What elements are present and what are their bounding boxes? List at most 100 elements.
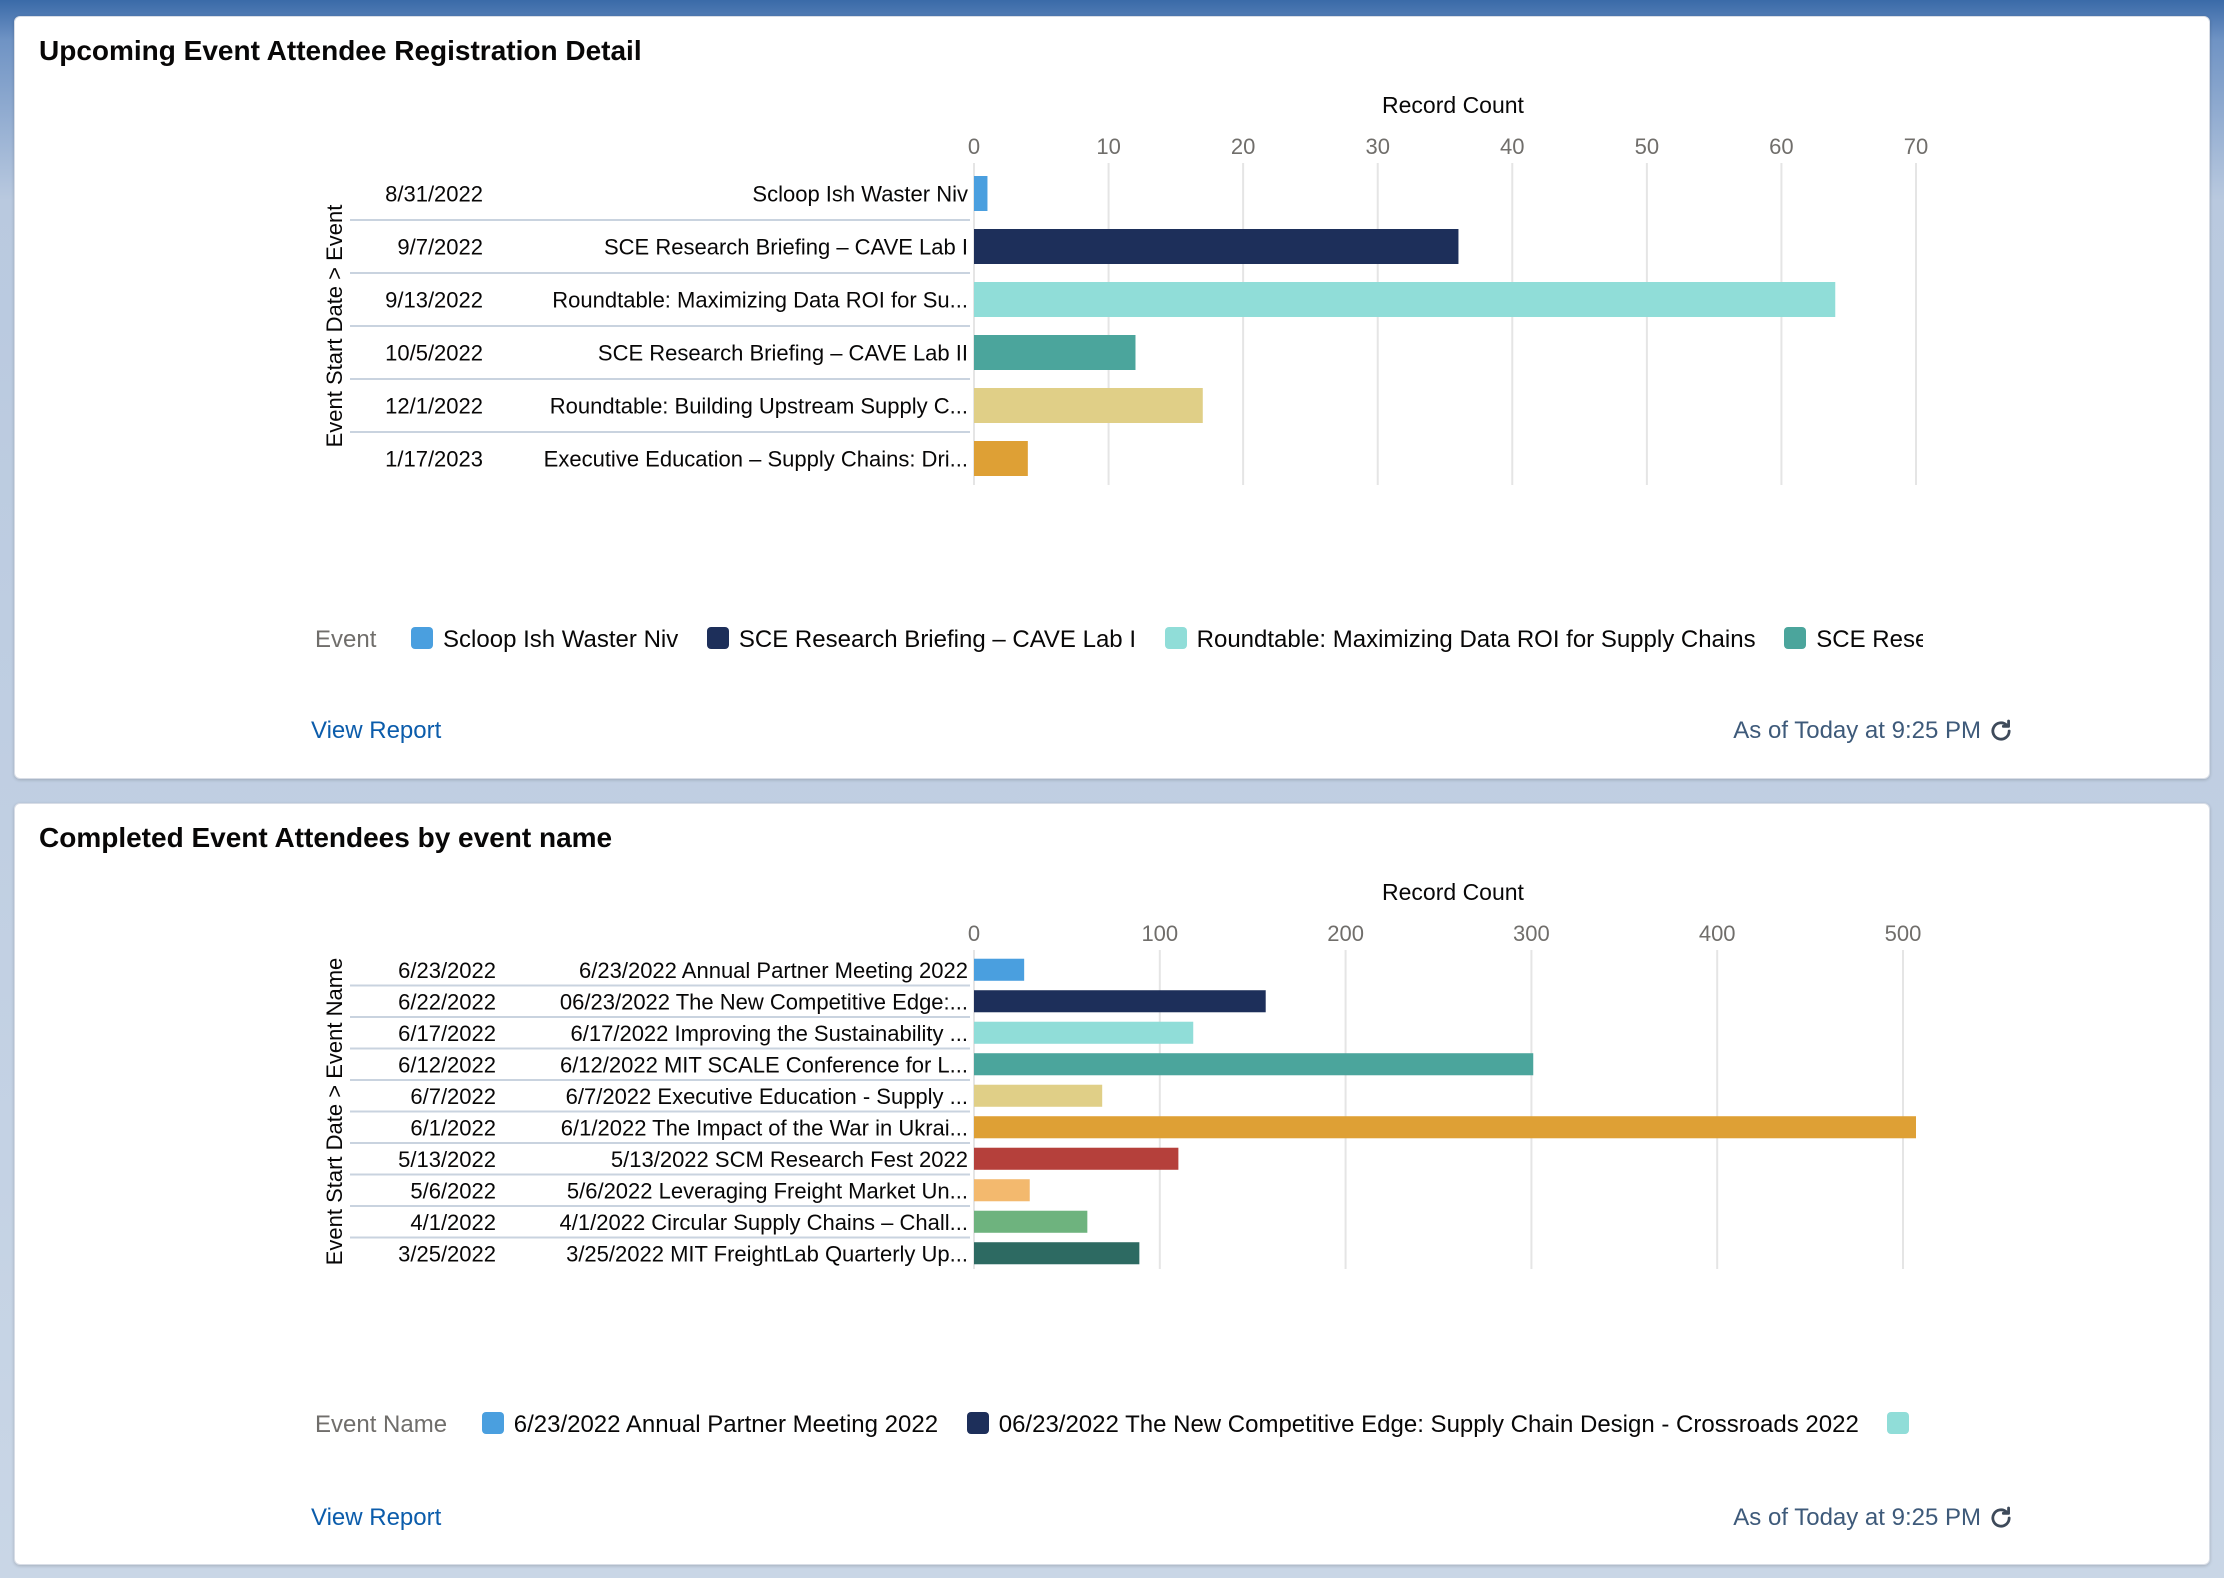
bar-chart-completed[interactable]: Record Count 0 100 200 300 400 500 Event Start … xyxy=(15,804,2209,1424)
bar-4[interactable] xyxy=(974,335,1136,370)
legend-swatch xyxy=(1164,627,1187,650)
row-date-label: 9/7/2022 xyxy=(397,235,483,260)
card-title: Upcoming Event Attendee Registration Det… xyxy=(39,35,642,66)
x-tick-label: 10 xyxy=(1096,134,1120,159)
x-tick-label: 400 xyxy=(1699,921,1736,946)
row-event-label: 6/1/2022 The Impact of the War in Ukrai.… xyxy=(561,1115,968,1140)
bar-9[interactable] xyxy=(974,1210,1088,1233)
bar-1[interactable] xyxy=(974,958,1025,981)
bar-chart-upcoming[interactable]: Record Count 0 10 20 30 40 50 60 70 Event Start D… xyxy=(15,17,2209,677)
row-date-label: 3/25/2022 xyxy=(398,1241,496,1266)
legend-item[interactable]: SCE Research Briefing – CAVE Lab I xyxy=(706,625,1136,654)
legend-swatch xyxy=(966,1412,989,1435)
legend-title: Event xyxy=(315,625,377,653)
refresh-timestamp: As of Today at 9:25 PM xyxy=(1733,1504,1981,1531)
row-event-label: 06/23/2022 The New Competitive Edge:... xyxy=(560,989,968,1014)
legend-swatch xyxy=(411,627,434,650)
legend-item[interactable]: Scloop Ish Waster Niv xyxy=(411,626,678,654)
bar-5[interactable] xyxy=(974,1084,1103,1107)
legend-item[interactable]: Roundtable: Maximizing Data ROI for Supp… xyxy=(1164,625,1756,654)
x-tick-label: 60 xyxy=(1769,134,1793,159)
row-event-label: Roundtable: Maximizing Data ROI for Su..… xyxy=(552,288,968,313)
row-date-label: 5/13/2022 xyxy=(398,1147,496,1172)
bar-1[interactable] xyxy=(974,176,988,211)
card-title: Completed Event Attendees by event name xyxy=(39,822,613,853)
row-date-label: 6/7/2022 xyxy=(410,1084,496,1109)
chart-legend: Event Name 6/23/2022 Annual Partner Meet… xyxy=(315,1410,1923,1450)
row-event-label: 6/7/2022 Executive Education - Supply ..… xyxy=(566,1084,968,1109)
x-tick-label: 200 xyxy=(1327,921,1364,946)
bar-2[interactable] xyxy=(974,229,1459,264)
legend-label: 06/23/2022 The New Competitive Edge: Sup… xyxy=(998,1410,1859,1438)
row-date-label: 12/1/2022 xyxy=(385,394,483,419)
refresh-timestamp: As of Today at 9:25 PM xyxy=(1733,717,1981,744)
bar-4[interactable] xyxy=(974,1053,1534,1076)
bar-7[interactable] xyxy=(974,1147,1179,1170)
legend-label: Roundtable: Maximizing Data ROI for Supp… xyxy=(1196,625,1756,653)
y-axis-label: Event Start Date > Event Name xyxy=(322,958,347,1266)
bar-3[interactable] xyxy=(974,1021,1194,1044)
bar-2[interactable] xyxy=(974,990,1266,1013)
row-event-label: Roundtable: Building Upstream Supply C..… xyxy=(550,394,968,419)
row-event-label: 4/1/2022 Circular Supply Chains – Chall.… xyxy=(560,1210,968,1235)
bar-5[interactable] xyxy=(974,388,1203,423)
refresh-icon[interactable] xyxy=(1987,1504,2015,1532)
legend-item[interactable]: SCE Resea xyxy=(1784,626,1923,654)
bar-10[interactable] xyxy=(974,1242,1140,1265)
chart-legend: Event Scloop Ish Waster Niv SCE Research… xyxy=(315,625,1923,665)
row-event-label: 5/6/2022 Leveraging Freight Market Un... xyxy=(567,1178,968,1203)
view-report-link[interactable]: View Report xyxy=(311,717,442,744)
bar-6[interactable] xyxy=(974,441,1028,476)
row-date-label: 10/5/2022 xyxy=(385,341,483,366)
x-axis-label: Record Count xyxy=(1382,92,1525,118)
row-event-label: Executive Education – Supply Chains: Dri… xyxy=(544,447,968,472)
row-event-label: 5/13/2022 SCM Research Fest 2022 xyxy=(611,1147,968,1172)
row-event-label: Scloop Ish Waster Niv xyxy=(752,182,968,207)
legend-label: Scloop Ish Waster Niv xyxy=(443,625,679,653)
x-tick-label: 500 xyxy=(1885,921,1922,946)
x-tick-label: 70 xyxy=(1904,134,1928,159)
row-event-label: 6/17/2022 Improving the Sustainability .… xyxy=(571,1021,968,1046)
row-date-label: 9/13/2022 xyxy=(385,288,483,313)
dashboard-card-completed: Completed Event Attendees by event name … xyxy=(14,803,2210,1565)
row-event-label: 6/23/2022 Annual Partner Meeting 2022 xyxy=(579,958,968,983)
view-report-link[interactable]: View Report xyxy=(311,1504,442,1531)
x-axis-label: Record Count xyxy=(1382,879,1525,905)
legend-swatch xyxy=(1887,1412,1910,1435)
row-event-label: 6/12/2022 MIT SCALE Conference for L... xyxy=(560,1052,968,1077)
row-date-label: 6/23/2022 xyxy=(398,958,496,983)
x-tick-label: 50 xyxy=(1635,134,1659,159)
legend-swatch xyxy=(481,1412,504,1435)
bar-8[interactable] xyxy=(974,1179,1030,1202)
row-date-label: 6/1/2022 xyxy=(410,1115,496,1140)
row-date-label: 4/1/2022 xyxy=(410,1210,496,1235)
legend-item[interactable] xyxy=(1887,1411,1919,1439)
row-date-label: 6/17/2022 xyxy=(398,1021,496,1046)
row-event-label: SCE Research Briefing – CAVE Lab I xyxy=(604,235,968,260)
x-tick-label: 20 xyxy=(1231,134,1255,159)
legend-label: SCE Resea xyxy=(1816,625,1923,653)
legend-item[interactable]: 06/23/2022 The New Competitive Edge: Sup… xyxy=(966,1410,1859,1439)
legend-label: 6/23/2022 Annual Partner Meeting 2022 xyxy=(513,1410,939,1438)
bar-6[interactable] xyxy=(974,1116,1916,1139)
row-event-label: SCE Research Briefing – CAVE Lab II xyxy=(598,341,968,366)
legend-swatch xyxy=(1784,627,1807,650)
bar-3[interactable] xyxy=(974,282,1836,317)
refresh-icon[interactable] xyxy=(1987,717,2015,745)
x-tick-label: 0 xyxy=(968,134,980,159)
row-date-label: 1/17/2023 xyxy=(385,447,483,472)
legend-title: Event Name xyxy=(315,1410,448,1438)
legend-swatch xyxy=(706,627,729,650)
row-event-label: 3/25/2022 MIT FreightLab Quarterly Up... xyxy=(566,1241,968,1266)
x-tick-label: 300 xyxy=(1513,921,1550,946)
legend-label: SCE Research Briefing – CAVE Lab I xyxy=(738,625,1136,653)
x-tick-label: 100 xyxy=(1141,921,1178,946)
row-date-label: 5/6/2022 xyxy=(410,1178,496,1203)
row-date-label: 6/22/2022 xyxy=(398,989,496,1014)
dashboard-card-upcoming: Upcoming Event Attendee Registration Det… xyxy=(14,16,2210,779)
row-date-label: 6/12/2022 xyxy=(398,1052,496,1077)
x-tick-label: 40 xyxy=(1500,134,1524,159)
row-date-label: 8/31/2022 xyxy=(385,182,483,207)
legend-item[interactable]: 6/23/2022 Annual Partner Meeting 2022 xyxy=(481,1410,939,1439)
y-axis-label: Event Start Date > Event xyxy=(322,205,347,448)
